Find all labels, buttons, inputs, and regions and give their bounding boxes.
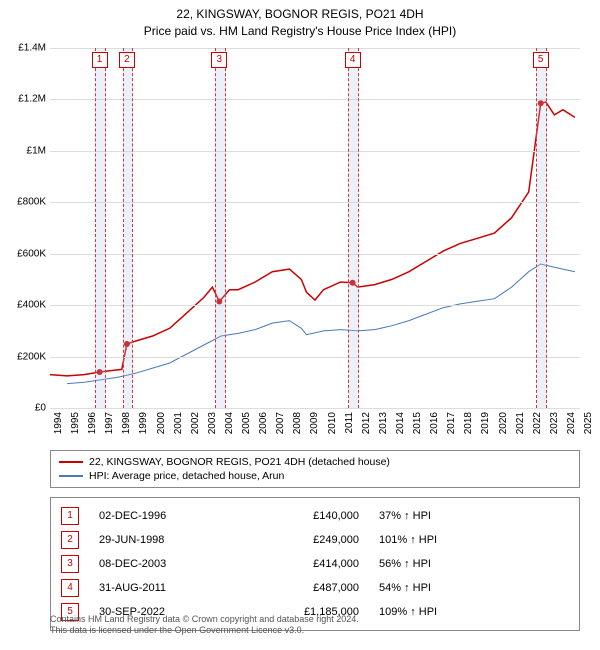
event-band (536, 48, 547, 408)
x-tick-label: 2015 (412, 412, 423, 434)
x-tick-label: 2010 (327, 412, 338, 434)
x-axis-labels: 1994 1995 1996 1997 1998 1999 2000 2001 2002 2003… (50, 412, 580, 444)
x-tick-label: 2012 (361, 412, 372, 434)
x-tick-label: 1994 (53, 412, 64, 434)
transaction-table: 1 02-DEC-1996£140,00037% ↑ HPI 2 29-JUN-199… (50, 497, 580, 631)
legend-label: 22, KINGSWAY, BOGNOR REGIS, PO21 4DH (de… (89, 456, 390, 468)
y-tick-label: £1M (2, 145, 46, 156)
event-marker: 2 (119, 52, 135, 68)
x-tick-label: 2014 (395, 412, 406, 434)
title-line1: 22, KINGSWAY, BOGNOR REGIS, PO21 4DH (0, 6, 600, 23)
x-tick-label: 2007 (275, 412, 286, 434)
x-tick-label: 2016 (429, 412, 440, 434)
x-tick-label: 2021 (515, 412, 526, 434)
table-row: 4 31-AUG-2011£487,00054% ↑ HPI (61, 576, 569, 600)
x-tick-label: 2022 (532, 412, 543, 434)
row-price: £487,000 (239, 582, 379, 594)
row-date: 29-JUN-1998 (99, 534, 239, 546)
x-tick-label: 2004 (224, 412, 235, 434)
row-pct: 101% ↑ HPI (379, 534, 499, 546)
x-tick-label: 2023 (549, 412, 560, 434)
y-tick-label: £800K (2, 197, 46, 208)
x-tick-label: 2024 (566, 412, 577, 434)
event-marker: 3 (211, 52, 227, 68)
row-date: 08-DEC-2003 (99, 558, 239, 570)
event-marker: 1 (92, 52, 108, 68)
title-line2: Price paid vs. HM Land Registry's House … (0, 23, 600, 40)
chart-container: 22, KINGSWAY, BOGNOR REGIS, PO21 4DH Pri… (0, 0, 600, 650)
row-marker: 1 (61, 507, 79, 525)
event-band (95, 48, 106, 408)
x-tick-label: 1998 (121, 412, 132, 434)
table-row: 1 02-DEC-1996£140,00037% ↑ HPI (61, 504, 569, 528)
row-date: 31-AUG-2011 (99, 582, 239, 594)
row-price: £140,000 (239, 510, 379, 522)
y-tick-label: £1.2M (2, 94, 46, 105)
legend-swatch (59, 475, 83, 477)
row-marker: 2 (61, 531, 79, 549)
chart-area: £0£200K£400K£600K£800K£1M£1.2M£1.4M12345 (50, 48, 580, 409)
x-tick-label: 2001 (173, 412, 184, 434)
y-tick-label: £400K (2, 300, 46, 311)
event-band (348, 48, 359, 408)
table-row: 2 29-JUN-1998£249,000101% ↑ HPI (61, 528, 569, 552)
row-marker: 3 (61, 555, 79, 573)
y-tick-label: £600K (2, 248, 46, 259)
x-tick-label: 1997 (104, 412, 115, 434)
x-tick-label: 2009 (309, 412, 320, 434)
row-price: £414,000 (239, 558, 379, 570)
row-price: £249,000 (239, 534, 379, 546)
y-tick-label: £200K (2, 351, 46, 362)
x-tick-label: 1995 (70, 412, 81, 434)
x-tick-label: 2005 (241, 412, 252, 434)
y-tick-label: £0 (2, 403, 46, 414)
event-marker: 4 (345, 52, 361, 68)
x-tick-label: 2020 (498, 412, 509, 434)
x-tick-label: 2025 (583, 412, 594, 434)
footnote: Contains HM Land Registry data © Crown c… (50, 614, 580, 636)
x-tick-label: 2008 (292, 412, 303, 434)
row-pct: 37% ↑ HPI (379, 510, 499, 522)
x-tick-label: 2011 (344, 412, 355, 434)
gridline (50, 408, 580, 409)
x-tick-label: 2013 (378, 412, 389, 434)
event-marker: 5 (533, 52, 549, 68)
series-line (67, 264, 575, 384)
x-tick-label: 2000 (156, 412, 167, 434)
x-tick-label: 2006 (258, 412, 269, 434)
legend-item: 22, KINGSWAY, BOGNOR REGIS, PO21 4DH (de… (59, 455, 571, 469)
event-band (123, 48, 134, 408)
y-tick-label: £1.4M (2, 43, 46, 54)
row-marker: 4 (61, 579, 79, 597)
legend-swatch (59, 461, 83, 463)
legend-item: HPI: Average price, detached house, Arun (59, 469, 571, 483)
legend-label: HPI: Average price, detached house, Arun (89, 470, 284, 482)
row-pct: 54% ↑ HPI (379, 582, 499, 594)
event-band (215, 48, 226, 408)
footnote-line2: This data is licensed under the Open Gov… (50, 625, 580, 636)
x-tick-label: 2002 (190, 412, 201, 434)
x-tick-label: 2003 (207, 412, 218, 434)
row-pct: 56% ↑ HPI (379, 558, 499, 570)
x-tick-label: 2018 (463, 412, 474, 434)
legend: 22, KINGSWAY, BOGNOR REGIS, PO21 4DH (de… (50, 450, 580, 488)
table-row: 3 08-DEC-2003£414,00056% ↑ HPI (61, 552, 569, 576)
x-tick-label: 2019 (480, 412, 491, 434)
x-tick-label: 1996 (87, 412, 98, 434)
row-date: 02-DEC-1996 (99, 510, 239, 522)
title-block: 22, KINGSWAY, BOGNOR REGIS, PO21 4DH Pri… (0, 0, 600, 40)
x-tick-label: 1999 (138, 412, 149, 434)
x-tick-label: 2017 (446, 412, 457, 434)
footnote-line1: Contains HM Land Registry data © Crown c… (50, 614, 580, 625)
